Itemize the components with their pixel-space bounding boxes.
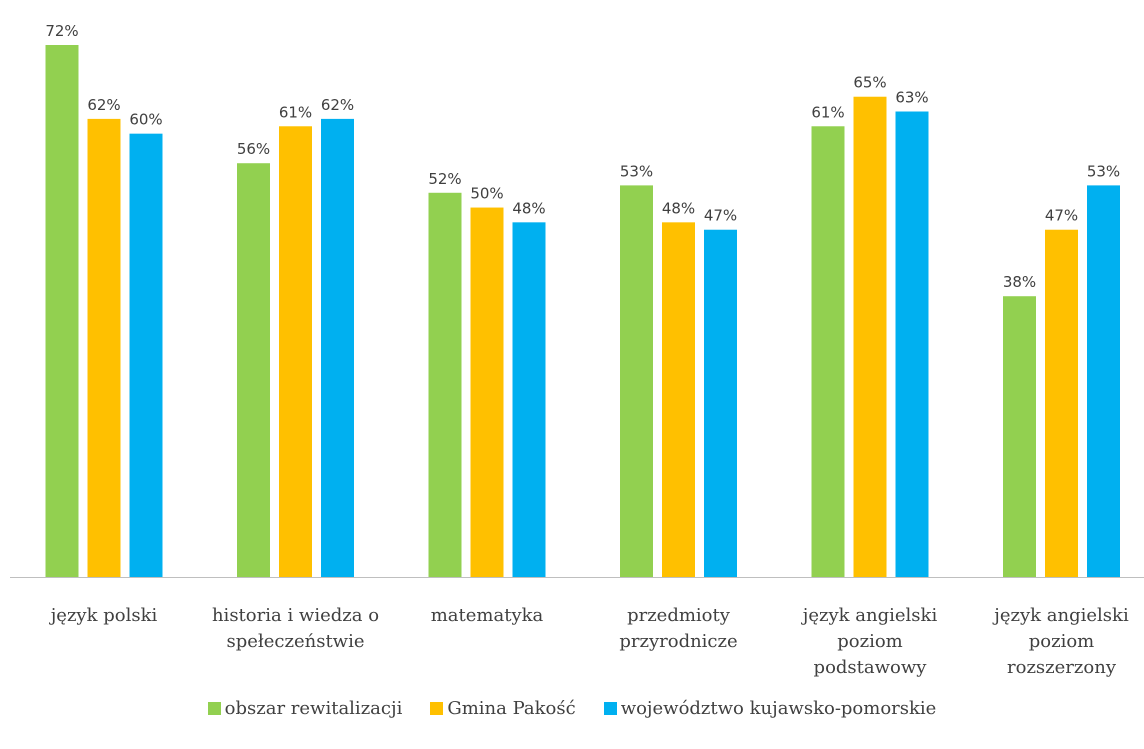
bar bbox=[88, 119, 121, 577]
bar bbox=[321, 119, 354, 577]
bar bbox=[46, 45, 79, 577]
data-label: 62% bbox=[321, 96, 354, 114]
bar bbox=[896, 112, 929, 578]
category-label: przyrodnicze bbox=[619, 631, 737, 652]
legend-label-gmina: Gmina Pakość bbox=[447, 698, 575, 719]
category-label: spełeczeństwie bbox=[227, 631, 365, 652]
data-label: 47% bbox=[1045, 207, 1078, 225]
data-label: 56% bbox=[237, 140, 270, 158]
category-label: matematyka bbox=[431, 605, 544, 626]
bar-chart: 72% 62% 60% język polski 56% 61% 62% historia i… bbox=[0, 0, 1144, 690]
legend-label-obszar: obszar rewitalizacji bbox=[225, 698, 403, 719]
legend-item-gmina: Gmina Pakość bbox=[430, 698, 575, 719]
category-label: rozszerzony bbox=[1007, 657, 1117, 678]
category-label: poziom bbox=[837, 631, 903, 652]
legend-item-wojewodztwo: województwo kujawsko-pomorskie bbox=[604, 698, 937, 719]
category-label: poziom bbox=[1029, 631, 1095, 652]
bar bbox=[662, 222, 695, 577]
data-label: 48% bbox=[662, 199, 695, 217]
category-label: historia i wiedza o bbox=[212, 605, 379, 626]
bar bbox=[1003, 296, 1036, 577]
bar bbox=[620, 185, 653, 577]
data-label: 48% bbox=[512, 199, 545, 217]
bar bbox=[854, 97, 887, 577]
data-label: 52% bbox=[428, 170, 461, 188]
data-label: 53% bbox=[1087, 162, 1120, 180]
data-label: 72% bbox=[45, 22, 78, 40]
data-label: 47% bbox=[704, 207, 737, 225]
category-label: język angielski bbox=[801, 605, 938, 626]
legend-swatch-wojewodztwo bbox=[604, 702, 617, 715]
data-label: 63% bbox=[895, 89, 928, 107]
data-label: 38% bbox=[1003, 273, 1036, 291]
data-label: 53% bbox=[620, 162, 653, 180]
category-label: podstawowy bbox=[814, 657, 928, 678]
bar bbox=[237, 163, 270, 577]
data-label: 61% bbox=[279, 103, 312, 121]
data-label: 60% bbox=[129, 111, 162, 129]
data-label: 65% bbox=[853, 74, 886, 92]
bar bbox=[279, 126, 312, 577]
legend-item-obszar: obszar rewitalizacji bbox=[208, 698, 403, 719]
category-label: język angielski bbox=[992, 605, 1129, 626]
bar bbox=[1087, 185, 1120, 577]
data-label: 62% bbox=[87, 96, 120, 114]
category-label: przedmioty bbox=[627, 605, 731, 626]
legend: obszar rewitalizacji Gmina Pakość wojewó… bbox=[0, 698, 1144, 719]
bar bbox=[704, 230, 737, 577]
bar bbox=[429, 193, 462, 577]
data-label: 50% bbox=[470, 185, 503, 203]
bar bbox=[812, 126, 845, 577]
category-label: język polski bbox=[49, 605, 158, 626]
bar bbox=[513, 222, 546, 577]
bar bbox=[1045, 230, 1078, 577]
legend-label-wojewodztwo: województwo kujawsko-pomorskie bbox=[621, 698, 937, 719]
data-label: 61% bbox=[811, 103, 844, 121]
legend-swatch-gmina bbox=[430, 702, 443, 715]
bar bbox=[471, 208, 504, 577]
legend-swatch-obszar bbox=[208, 702, 221, 715]
bar bbox=[130, 134, 163, 577]
